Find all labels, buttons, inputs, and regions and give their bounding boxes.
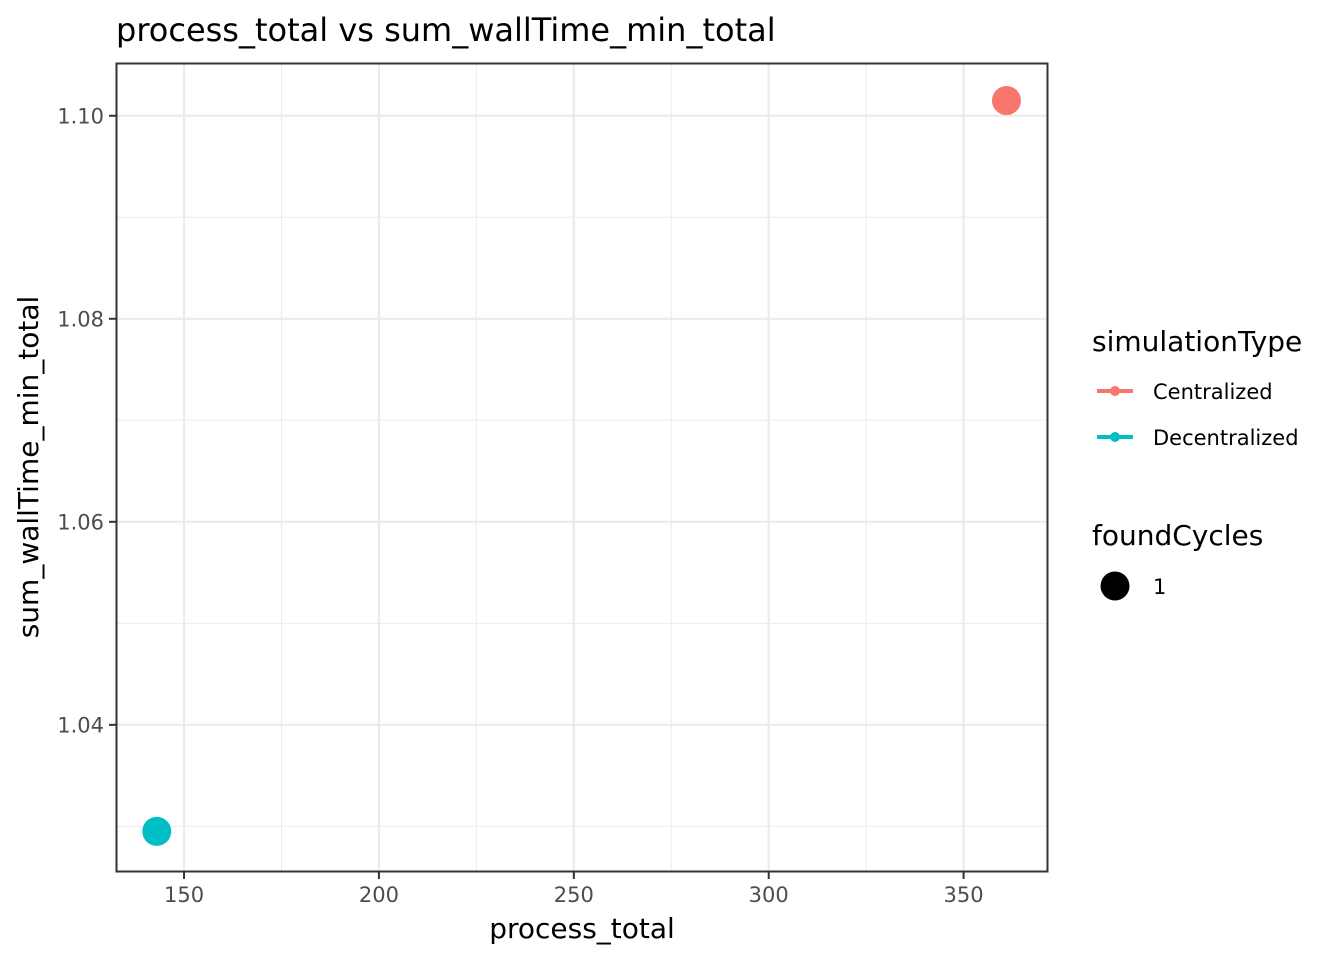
legend-title-simulationtype: simulationType	[1092, 325, 1302, 358]
data-point-centralized	[991, 86, 1021, 116]
y-tick-label: 1.06	[57, 510, 104, 534]
x-tick-label: 350	[944, 883, 984, 907]
x-tick-label: 200	[359, 883, 399, 907]
legend-label-decentralized: Decentralized	[1153, 426, 1299, 450]
y-tick-label: 1.04	[57, 713, 104, 737]
grid-lines	[117, 64, 1047, 871]
chart-title: process_total vs sum_wallTime_min_total	[116, 11, 776, 49]
data-point-decentralized	[142, 816, 172, 846]
x-axis-title: process_total	[489, 912, 675, 945]
x-axis: 150 200 250 300 350	[164, 872, 984, 907]
legend: simulationType Centralized Decentralized fo…	[1092, 325, 1302, 601]
y-axis-title: sum_wallTime_min_total	[12, 296, 45, 639]
legend-key-point-decentralized	[1110, 432, 1120, 442]
legend-label-centralized: Centralized	[1153, 380, 1273, 404]
y-tick-label: 1.08	[57, 307, 104, 331]
legend-label-size: 1	[1153, 575, 1166, 599]
legend-key-point-centralized	[1110, 386, 1120, 396]
y-tick-label: 1.10	[57, 104, 104, 128]
x-tick-label: 250	[554, 883, 594, 907]
x-tick-label: 300	[749, 883, 789, 907]
plot-panel-border	[115, 62, 1049, 873]
legend-title-foundcycles: foundCycles	[1092, 519, 1263, 552]
y-axis: 1.04 1.06 1.08 1.10	[57, 104, 116, 737]
legend-key-size	[1100, 571, 1130, 601]
data-points	[142, 86, 1021, 846]
x-tick-label: 150	[164, 883, 204, 907]
